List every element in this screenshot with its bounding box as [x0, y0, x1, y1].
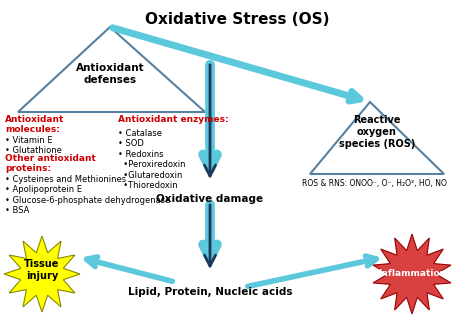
- Polygon shape: [4, 236, 80, 312]
- Text: Lipid, Protein, Nucleic acids: Lipid, Protein, Nucleic acids: [128, 287, 292, 297]
- Text: Inflammation: Inflammation: [378, 270, 446, 279]
- Text: Antioxidant
defenses: Antioxidant defenses: [76, 63, 144, 85]
- Text: Antioxidant enzymes:: Antioxidant enzymes:: [118, 115, 228, 124]
- Text: Tissue
injury: Tissue injury: [24, 259, 60, 281]
- Text: Other antioxidant
proteins:: Other antioxidant proteins:: [5, 154, 96, 174]
- Text: Oxidative damage: Oxidative damage: [156, 194, 264, 204]
- Text: • Vitamin E
• Glutathione: • Vitamin E • Glutathione: [5, 136, 62, 156]
- Text: • Catalase
• SOD
• Redoxins
  •Peroxiredoxin
  •Glutaredoxin
  •Thioredoxin: • Catalase • SOD • Redoxins •Peroxiredox…: [118, 129, 185, 190]
- Polygon shape: [373, 234, 451, 314]
- Text: ROS & RNS: ONOO⁻, O⁻, H₂O², HO, NO: ROS & RNS: ONOO⁻, O⁻, H₂O², HO, NO: [302, 179, 447, 188]
- Text: Reactive
oxygen
species (ROS): Reactive oxygen species (ROS): [339, 115, 415, 148]
- Text: • Cysteines and Methionines
• Apolipoprotein E
• Glucose-6-phosphate dehydrogena: • Cysteines and Methionines • Apolipopro…: [5, 175, 170, 215]
- Text: Oxidative Stress (OS): Oxidative Stress (OS): [145, 12, 329, 27]
- Text: Antioxidant
molecules:: Antioxidant molecules:: [5, 115, 64, 134]
